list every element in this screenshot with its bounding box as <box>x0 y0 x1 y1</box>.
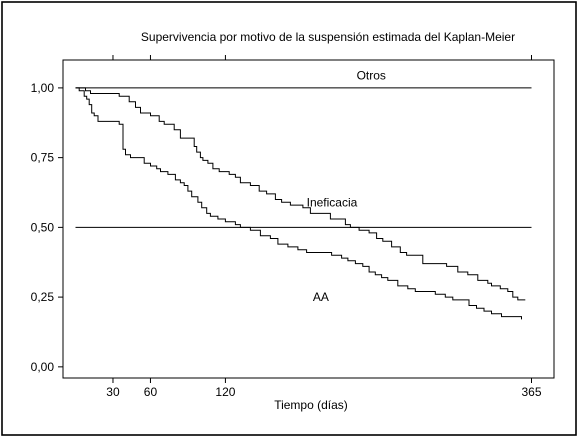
y-tick-label: 0,00 <box>31 360 55 374</box>
chart-title: Supervivencia por motivo de la suspensió… <box>141 30 515 44</box>
y-tick-label: 0,50 <box>31 220 55 234</box>
y-axis: 0,00 0,25 0,50 0,75 1,00 <box>31 81 63 374</box>
y-tick-label: 1,00 <box>31 81 55 95</box>
x-tick-label: 365 <box>521 385 541 399</box>
series-labels: Otros Ineficacia AA <box>307 68 386 304</box>
series-label: AA <box>313 290 329 304</box>
series-line-ineficacia <box>75 87 526 301</box>
series-label: Ineficacia <box>307 195 358 209</box>
x-tick-label: 120 <box>215 385 235 399</box>
series-group <box>75 87 532 320</box>
x-axis-label: Tiempo (días) <box>274 398 348 412</box>
x-tick-label: 30 <box>106 385 120 399</box>
y-tick-label: 0,25 <box>31 290 55 304</box>
y-tick-label: 0,75 <box>31 151 55 165</box>
plot-area <box>62 59 555 379</box>
x-axis: 30 60 120 365 <box>106 55 542 399</box>
series-label: Otros <box>357 68 386 82</box>
x-tick-label: 60 <box>144 385 158 399</box>
